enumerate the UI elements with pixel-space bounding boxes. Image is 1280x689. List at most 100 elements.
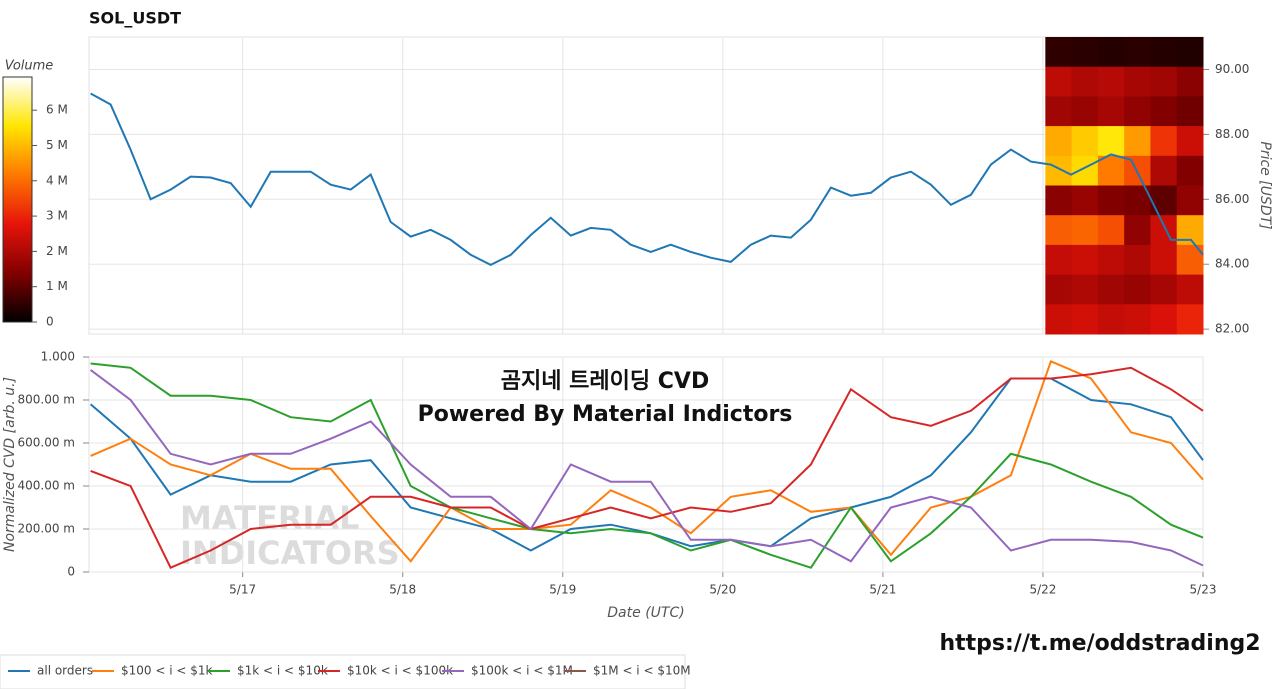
heatmap-cell (1071, 215, 1099, 246)
heatmap-cell (1045, 185, 1073, 216)
x-tick-label: 5/17 (229, 583, 256, 597)
heatmap-cell (1150, 185, 1178, 216)
x-tick-label: 5/23 (1190, 583, 1217, 597)
heatmap-cell (1045, 126, 1073, 157)
y-axis-label: Price [USDT] (1257, 141, 1273, 229)
heatmap-cell (1071, 66, 1099, 97)
data-line (90, 92, 1204, 267)
heatmap-cell (1176, 96, 1204, 127)
heatmap-cell (1071, 96, 1099, 127)
overlay-title: 곰지네 트레이딩 CVD (501, 369, 709, 394)
colorbar-tick-label: 1 M (46, 279, 68, 293)
y-tick-label: 600.00 m (18, 436, 76, 450)
heatmap-cell (1097, 304, 1125, 335)
heatmap-cell (1071, 304, 1099, 335)
heatmap-cell (1097, 126, 1125, 157)
y-tick-label: 82.00 (1215, 322, 1249, 336)
legend-label: all orders (37, 664, 93, 678)
legend-label: $10k < i < $100k (347, 664, 453, 678)
heatmap-cell (1071, 274, 1099, 305)
heatmap-cell (1176, 304, 1204, 335)
heatmap-cell (1071, 126, 1099, 157)
heatmap-cell (1097, 66, 1125, 97)
heatmap-cell (1150, 126, 1178, 157)
x-tick-label: 5/20 (709, 583, 736, 597)
y-tick-label: 90.00 (1215, 62, 1249, 76)
heatmap-cell (1097, 244, 1125, 276)
heatmap-cell (1124, 37, 1151, 68)
y-axis-label: Normalized CVD [arb. u.] (2, 377, 18, 552)
heatmap-cell (1045, 155, 1073, 186)
heatmap-cell (1176, 274, 1204, 305)
chart-title: SOL_USDT (89, 9, 181, 28)
y-tick-label: 88.00 (1215, 127, 1249, 141)
heatmap-cell (1071, 244, 1099, 276)
heatmap-cell (1097, 185, 1125, 216)
data-line (90, 362, 1204, 569)
heatmap-cell (1150, 304, 1178, 335)
x-tick-label: 5/22 (1029, 583, 1056, 597)
y-tick-label: 1.000 (41, 350, 75, 364)
watermark: MATERIAL (180, 499, 360, 537)
data-line (89, 369, 1204, 567)
heatmap-cell (1124, 274, 1151, 305)
heatmap-cell (1150, 96, 1178, 127)
colorbar-label: Volume (5, 59, 54, 74)
heatmap-cell (1071, 155, 1099, 186)
heatmap-cell (1124, 304, 1151, 335)
y-tick-label: 400.00 m (18, 479, 76, 493)
heatmap-cell (1045, 96, 1073, 127)
heatmap-cell (1176, 37, 1204, 68)
y-tick-label: 86.00 (1215, 192, 1249, 206)
url-text: https://t.me/oddstrading2 (939, 631, 1260, 656)
heatmap-cell (1045, 244, 1073, 276)
heatmap-cell (1150, 155, 1178, 186)
heatmap-cell (1176, 126, 1204, 157)
heatmap-cell (1150, 244, 1178, 276)
heatmap-cell (1045, 274, 1073, 305)
colorbar-tick-label: 6 M (46, 103, 68, 117)
x-axis-label: Date (UTC) (607, 605, 684, 621)
legend-label: $100k < i < $1M (471, 664, 573, 678)
x-tick-label: 5/18 (389, 583, 416, 597)
data-line (90, 366, 1204, 569)
heatmap-cell (1045, 37, 1073, 68)
heatmap-cell (1176, 66, 1204, 97)
heatmap-cell (1097, 37, 1125, 68)
heatmap-cell (1097, 155, 1125, 186)
colorbar-tick-label: 5 M (46, 138, 68, 152)
heatmap-cell (1124, 244, 1151, 276)
colorbar-tick-label: 2 M (46, 244, 68, 258)
heatmap-cell (1097, 96, 1125, 127)
x-tick-label: 5/19 (549, 583, 576, 597)
y-tick-label: 84.00 (1215, 257, 1249, 271)
colorbar-tick-label: 0 (46, 315, 54, 329)
heatmap-cell (1150, 37, 1178, 68)
heatmap-cell (1124, 96, 1151, 127)
colorbar-tick-label: 3 M (46, 209, 68, 223)
colorbar-tick-label: 4 M (46, 173, 68, 187)
data-line (90, 359, 1204, 563)
watermark: INDICATORS (180, 534, 400, 572)
y-tick-label: 0 (67, 565, 75, 579)
heatmap-cell (1045, 66, 1073, 97)
legend-label: $1k < i < $10k (237, 664, 328, 678)
colorbar (2, 76, 33, 323)
heatmap-cell (1150, 66, 1178, 97)
y-tick-label: 800.00 m (18, 393, 76, 407)
heatmap-cell (1124, 66, 1151, 97)
heatmap-cell (1097, 274, 1125, 305)
overlay-subtitle: Powered By Material Indictors (418, 402, 793, 427)
x-tick-label: 5/21 (869, 583, 896, 597)
heatmap-cell (1071, 37, 1099, 68)
heatmap-cell (1150, 274, 1178, 305)
heatmap-cell (1176, 185, 1204, 216)
heatmap-cell (1097, 215, 1125, 246)
heatmap-cell (1124, 126, 1151, 157)
y-tick-label: 200.00 m (18, 522, 76, 536)
legend-label: $100 < i < $1k (121, 664, 213, 678)
heatmap-cell (1045, 215, 1073, 246)
heatmap-cell (1176, 155, 1204, 186)
